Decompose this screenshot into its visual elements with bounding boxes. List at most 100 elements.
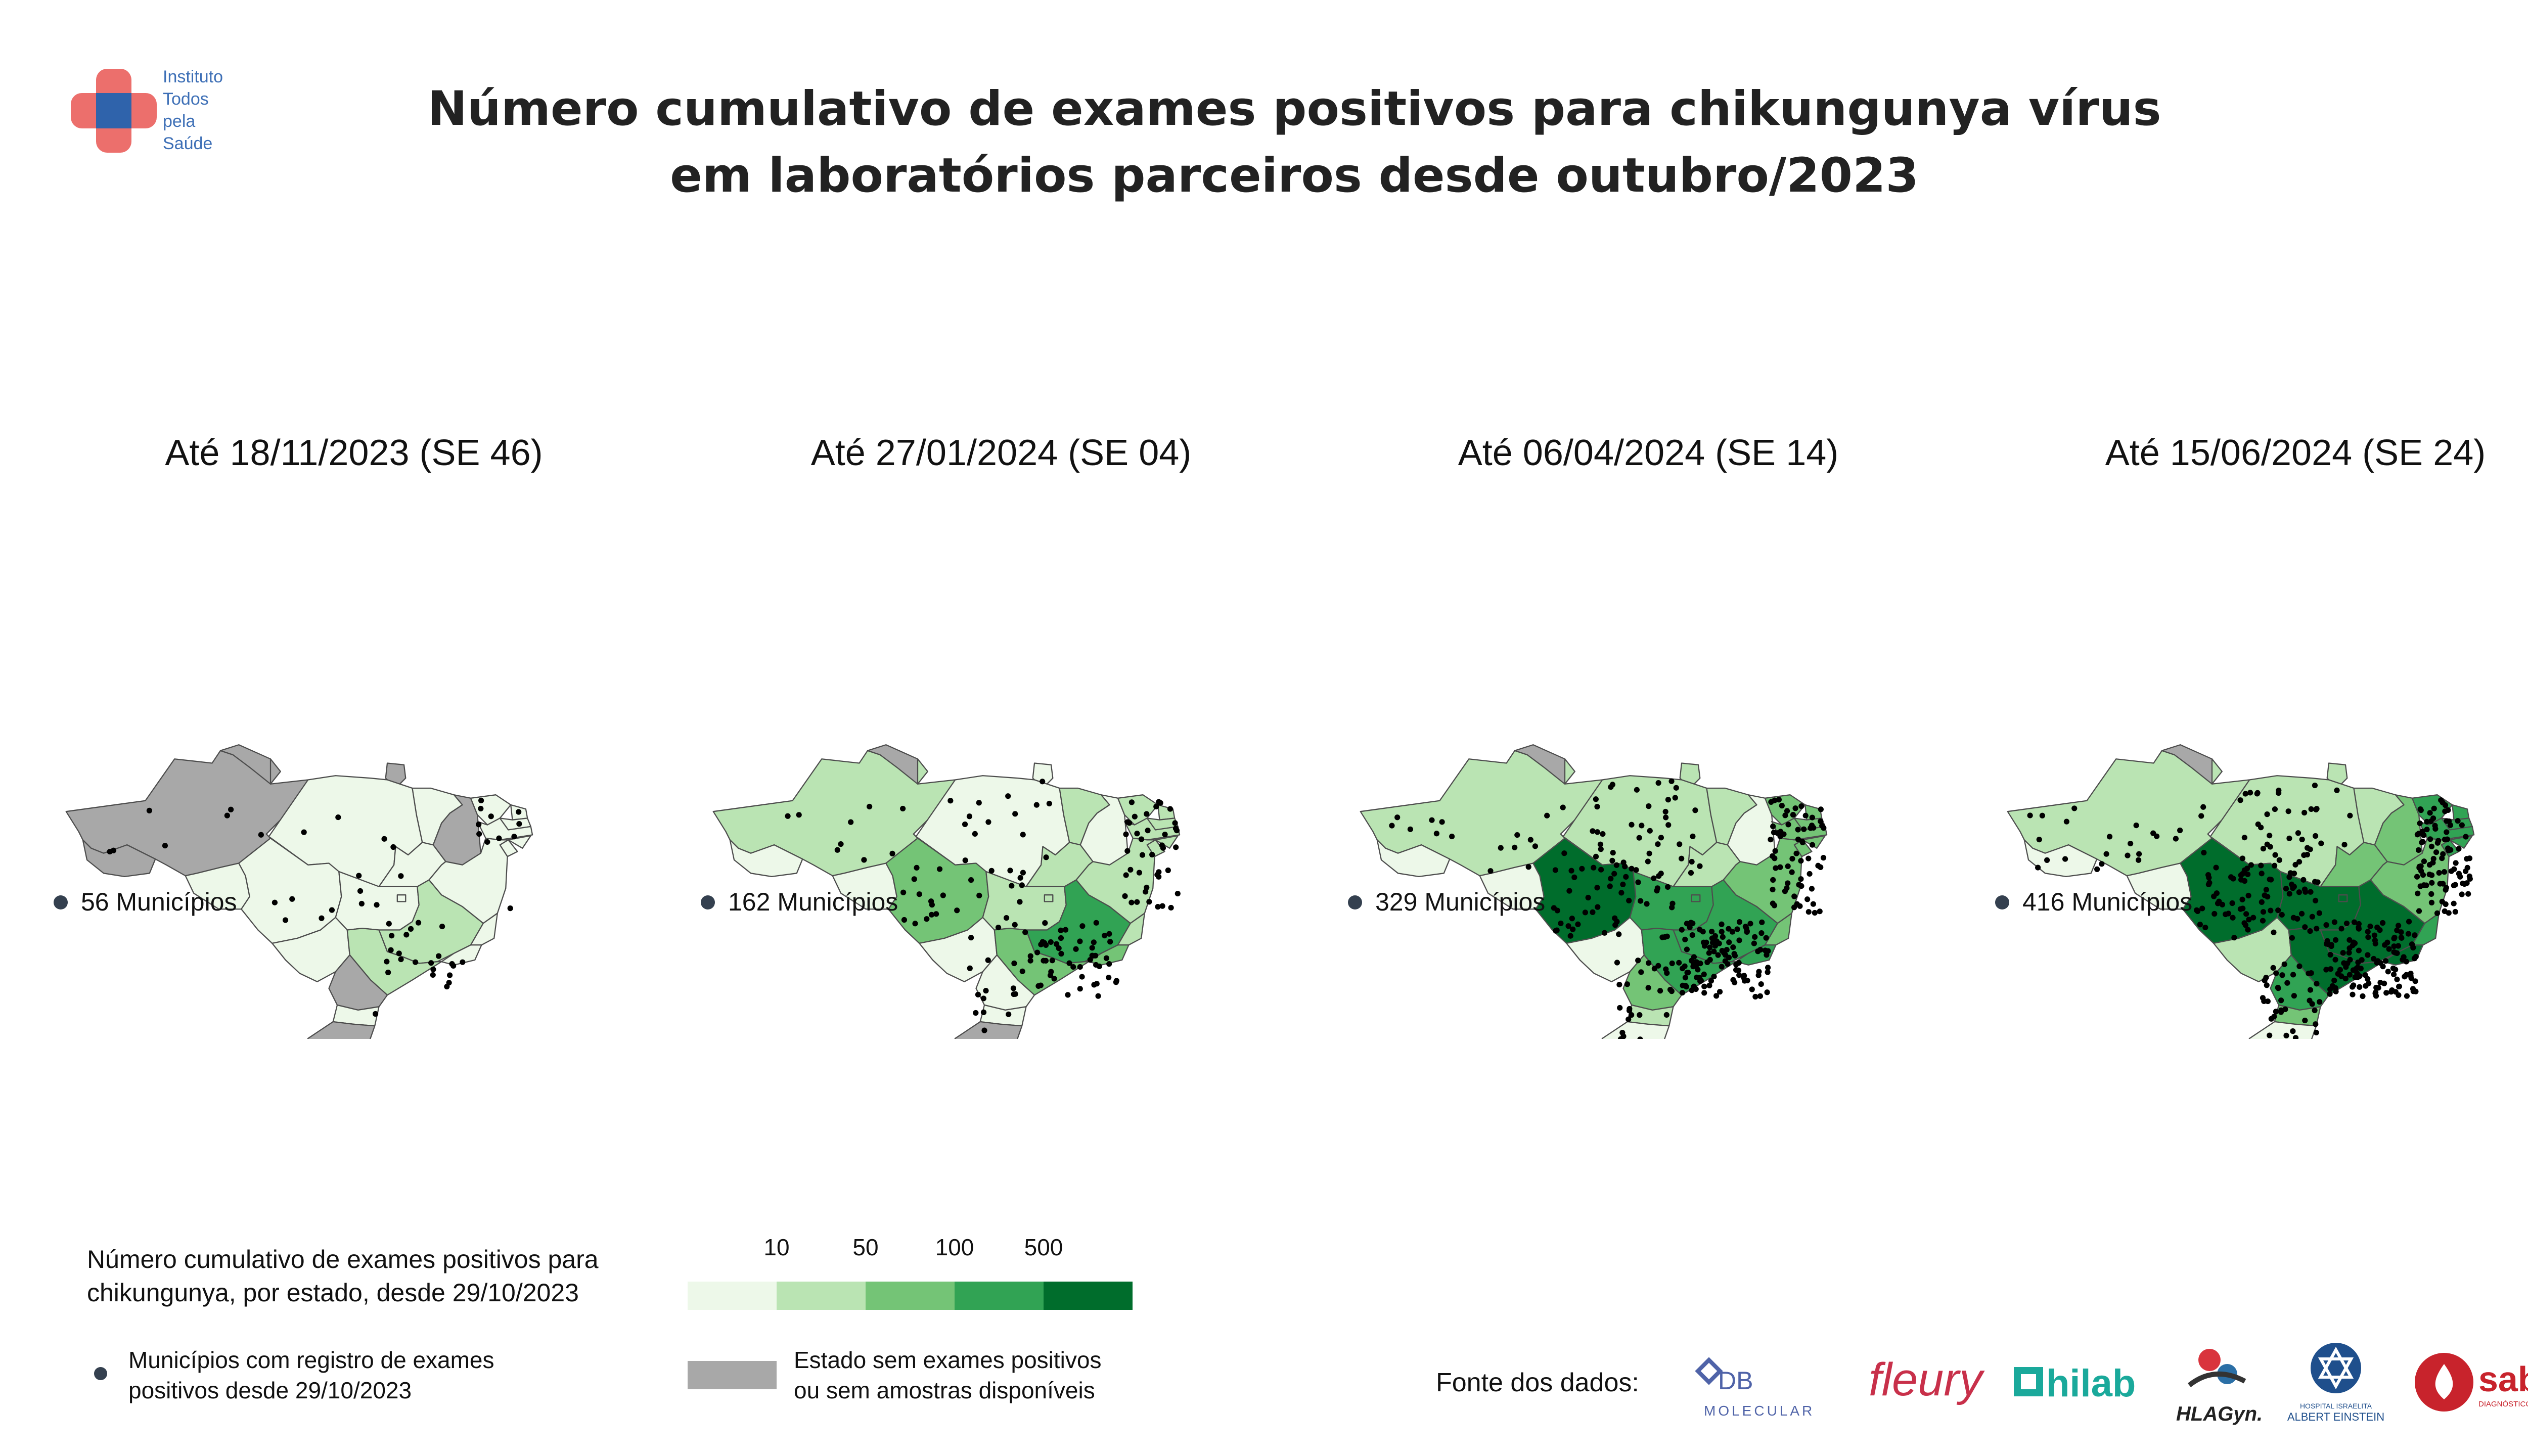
municipality-dot	[2424, 827, 2430, 833]
municipality-dot	[1609, 857, 1615, 863]
municipality-dot	[2331, 919, 2337, 925]
municipality-dot	[1560, 804, 1566, 810]
municipality-dot	[2275, 985, 2281, 991]
municipality-dot	[2459, 891, 2465, 897]
municipality-dot	[1095, 993, 1101, 999]
municipality-dot	[2444, 829, 2450, 835]
municipality-dot	[1597, 841, 1604, 847]
municipality-dot	[2238, 877, 2244, 883]
municipality-dot	[1770, 823, 1776, 830]
municipality-dot	[914, 864, 920, 871]
municipality-dot	[258, 832, 264, 838]
municipality-dot	[2350, 967, 2356, 973]
municipality-dot	[385, 969, 391, 976]
municipality-dot	[2440, 881, 2446, 887]
state-rr	[1514, 744, 1566, 785]
municipality-dot	[2200, 804, 2206, 810]
state-ac	[1376, 839, 1451, 878]
municipality-dot	[1651, 875, 1657, 881]
municipality-dot	[1143, 889, 1149, 895]
municipality-dot	[449, 961, 455, 967]
municipality-dot	[2385, 969, 2391, 975]
municipality-dot	[2245, 892, 2251, 899]
municipality-dot	[2428, 891, 2434, 897]
municipality-dot	[1730, 977, 1736, 983]
municipality-dot	[2328, 943, 2334, 949]
municipality-dot	[1708, 978, 1714, 984]
municipality-dot	[1019, 968, 1025, 974]
state-es	[1117, 913, 1145, 946]
municipality-dot	[2406, 919, 2412, 925]
municipality-dot	[785, 813, 791, 819]
municipality-dot	[2260, 909, 2267, 915]
municipality-dot	[1731, 951, 1737, 957]
municipality-dot	[1707, 957, 1713, 963]
municipality-dot	[1058, 950, 1064, 957]
municipality-dot	[386, 921, 392, 927]
municipality-dot	[1707, 944, 1713, 950]
municipality-dot	[2264, 841, 2270, 847]
municipality-dot	[2341, 842, 2348, 848]
municipality-dot	[2063, 818, 2070, 825]
municipality-dot	[2302, 924, 2308, 930]
municipality-dot	[889, 850, 895, 856]
state-df	[396, 894, 407, 902]
municipality-dot	[1617, 1005, 1623, 1011]
municipality-dot	[985, 957, 991, 963]
municipality-dot	[1784, 808, 1790, 814]
municipality-dot	[2453, 860, 2459, 866]
municipality-dot	[2355, 959, 2361, 966]
municipality-dot	[1636, 835, 1642, 841]
municipality-dot	[430, 966, 436, 973]
municipality-dot	[2260, 846, 2267, 852]
municipality-dot	[912, 921, 918, 927]
municipality-dot	[1156, 799, 1162, 805]
municipality-dot	[228, 806, 234, 812]
municipality-dot	[1123, 831, 1129, 837]
municipality-dot	[1736, 919, 1743, 925]
municipality-dot	[1789, 855, 1795, 862]
municipality-dot	[2294, 916, 2300, 922]
state-to	[2320, 842, 2388, 887]
einstein-logo: HOSPITAL ISRAELITA ALBERT EINSTEIN	[2287, 1343, 2384, 1423]
municipality-dot	[1673, 785, 1679, 791]
municipality-dot	[1804, 896, 1811, 902]
municipality-dot	[2314, 806, 2320, 812]
municipality-dot	[1132, 813, 1138, 820]
municipality-dot	[2044, 857, 2050, 863]
municipality-dot	[1776, 797, 1782, 803]
municipality-dot	[2304, 845, 2311, 851]
municipality-dot	[390, 844, 396, 850]
municipality-dot	[2035, 864, 2041, 871]
map-layer	[1360, 744, 1828, 1039]
municipality-dot	[1782, 812, 1788, 818]
municipality-dot	[1626, 897, 1632, 904]
municipality-dot	[1764, 989, 1770, 995]
municipality-dot	[1809, 886, 1815, 892]
legend-title: Número cumulativo de exames positivos pa…	[87, 1243, 653, 1309]
municipality-dot	[2464, 856, 2470, 862]
municipality-dot	[1646, 803, 1652, 809]
state-ac	[82, 839, 156, 878]
municipality-dot	[2295, 830, 2301, 836]
municipality-dot	[972, 831, 978, 837]
municipality-dot	[1708, 929, 1715, 935]
municipality-dot	[2262, 977, 2268, 983]
municipality-dot	[2334, 787, 2340, 793]
municipality-dot	[1784, 885, 1790, 891]
municipality-dot	[1175, 890, 1181, 897]
municipality-dot	[2237, 906, 2244, 912]
municipality-dot	[2301, 852, 2307, 858]
municipality-dot	[1818, 864, 1824, 871]
municipality-dot	[1077, 986, 1083, 992]
municipality-dot	[1598, 846, 1604, 852]
municipality-dot	[2270, 965, 2276, 971]
municipality-dot	[2428, 899, 2435, 905]
municipality-dot	[439, 923, 445, 930]
municipality-dot	[2423, 882, 2429, 888]
municipality-dot	[488, 813, 494, 820]
municipality-dot	[2415, 847, 2422, 853]
map-layer	[65, 744, 533, 1039]
municipality-dot	[2399, 935, 2405, 941]
map-panel-3: Até 06/04/2024 (SE 14) 329 Municípios	[1325, 432, 1972, 1039]
